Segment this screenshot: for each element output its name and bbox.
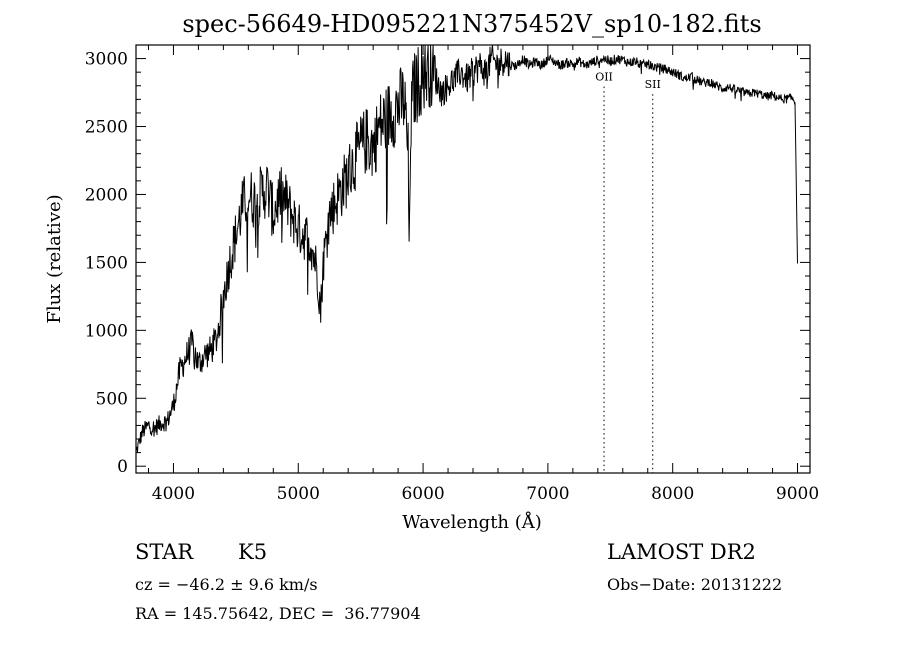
y-axis-label: Flux (relative) [44, 194, 65, 323]
x-tick-label: 4000 [152, 484, 195, 504]
x-tick-label: 7000 [526, 484, 569, 504]
x-tick-label: 8000 [651, 484, 694, 504]
y-tick-label: 2500 [85, 118, 128, 138]
velocity-readout: cz = −46.2 ± 9.6 km/s [135, 575, 318, 594]
y-tick-label: 1500 [85, 253, 128, 273]
annotation-label: OII [595, 71, 613, 84]
annotation-label: SII [645, 78, 661, 91]
axis-ticks: 4000 5000 6000 7000 8000 9000 0 500 1000 1500 2000… [85, 44, 819, 504]
spectrum-line [135, 44, 798, 453]
x-axis-label: Wavelength (Å) [402, 511, 542, 533]
line-annotations: OII SII [595, 71, 661, 473]
x-tick-label: 9000 [776, 484, 819, 504]
obs-date: Obs−Date: 20131222 [607, 575, 783, 594]
subclass: K5 [238, 540, 268, 564]
plot-frame [135, 44, 811, 474]
object-class: STAR [135, 540, 194, 564]
x-tick-label: 5000 [277, 484, 320, 504]
coordinates-readout: RA = 145.75642, DEC = 36.77904 [135, 604, 421, 623]
y-tick-label: 3000 [85, 50, 128, 70]
chart-title: spec-56649-HD095221N375452V_sp10-182.fit… [182, 10, 761, 38]
y-tick-label: 1000 [85, 321, 128, 341]
x-tick-label: 6000 [401, 484, 444, 504]
y-tick-label: 0 [117, 457, 128, 477]
y-tick-label: 500 [96, 389, 128, 409]
survey-label: LAMOST DR2 [607, 540, 756, 564]
y-tick-label: 2000 [85, 185, 128, 205]
